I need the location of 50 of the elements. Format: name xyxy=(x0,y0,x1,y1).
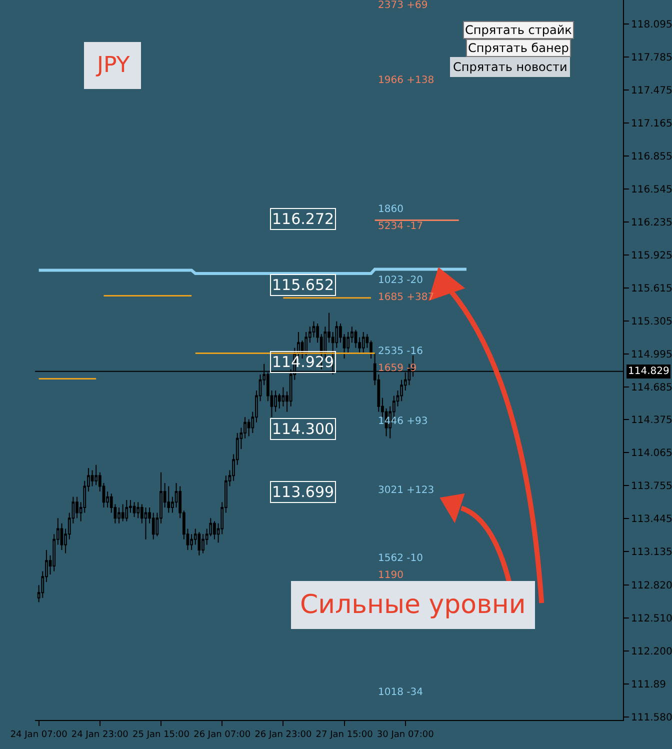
x-tick-label: 25 Jan 15:00 xyxy=(132,730,190,740)
annotation: 114.929 xyxy=(272,353,334,371)
x-tick-label: 26 Jan 07:00 xyxy=(194,730,251,740)
y-tick-label: 117.165 xyxy=(631,118,672,130)
annotation: Спрятать банер xyxy=(468,41,569,55)
y-tick-label: 112.510 xyxy=(631,614,672,625)
y-tick-label: 114.685 xyxy=(631,382,672,394)
y-tick-label: 114.065 xyxy=(631,448,672,460)
x-tick-label: 27 Jan 15:00 xyxy=(316,730,374,740)
annotation: Сильные уровни xyxy=(300,590,526,620)
y-tick-label: 114.995 xyxy=(631,349,672,360)
y-tick-label: 117.785 xyxy=(631,52,672,64)
annotation: JPY xyxy=(95,53,130,78)
y-tick-label: 117.475 xyxy=(631,85,672,96)
annotation: 113.699 xyxy=(272,483,334,501)
annotation: 115.652 xyxy=(272,276,334,294)
annotation: 1966 +138 xyxy=(378,75,434,86)
y-tick-label: 113.135 xyxy=(631,547,672,558)
annotation: 1190 xyxy=(378,570,404,581)
y-tick-label: 115.615 xyxy=(631,283,672,294)
x-tick-label: 24 Jan 23:00 xyxy=(71,730,129,740)
annotation: 2535 -16 xyxy=(378,346,423,357)
annotation: 1562 -10 xyxy=(378,553,423,564)
y-tick-label: 116.235 xyxy=(631,217,672,228)
annotation: Спрятать страйк xyxy=(465,23,572,37)
annotation: 5234 -17 xyxy=(378,221,423,232)
y-tick-label: 112.200 xyxy=(631,646,672,658)
x-tick-label: 30 Jan 07:00 xyxy=(376,730,434,740)
y-tick-label: 111.580 xyxy=(631,712,672,724)
annotation: 1018 -34 xyxy=(378,687,423,698)
annotation: 116.272 xyxy=(272,210,334,228)
annotation: 114.300 xyxy=(272,420,334,438)
y-tick-label: 112.820 xyxy=(631,580,672,592)
y-tick-label: 114.375 xyxy=(631,415,672,426)
y-tick-label: 116.855 xyxy=(631,151,672,162)
y-tick-label: 115.925 xyxy=(631,250,672,262)
annotation: 1860 xyxy=(378,204,404,215)
y-tick-label: 113.755 xyxy=(631,481,672,492)
annotation: 3021 +123 xyxy=(378,485,434,496)
y-tick-label: 118.095 xyxy=(631,20,672,31)
annotation: 2373 +69 xyxy=(378,0,428,11)
x-tick-label: 26 Jan 23:00 xyxy=(254,730,312,740)
y-tick-label: 116.545 xyxy=(631,184,672,196)
y-tick-label: 113.445 xyxy=(631,514,672,526)
x-tick-label: 24 Jan 07:00 xyxy=(10,730,68,740)
ref-line-label: 114.829 xyxy=(628,366,670,377)
y-tick-label: 115.305 xyxy=(631,316,672,328)
annotation: 1023 -20 xyxy=(378,275,423,286)
annotation: Спрятать новости xyxy=(453,60,568,74)
y-tick-label: 111.89 xyxy=(631,680,666,691)
